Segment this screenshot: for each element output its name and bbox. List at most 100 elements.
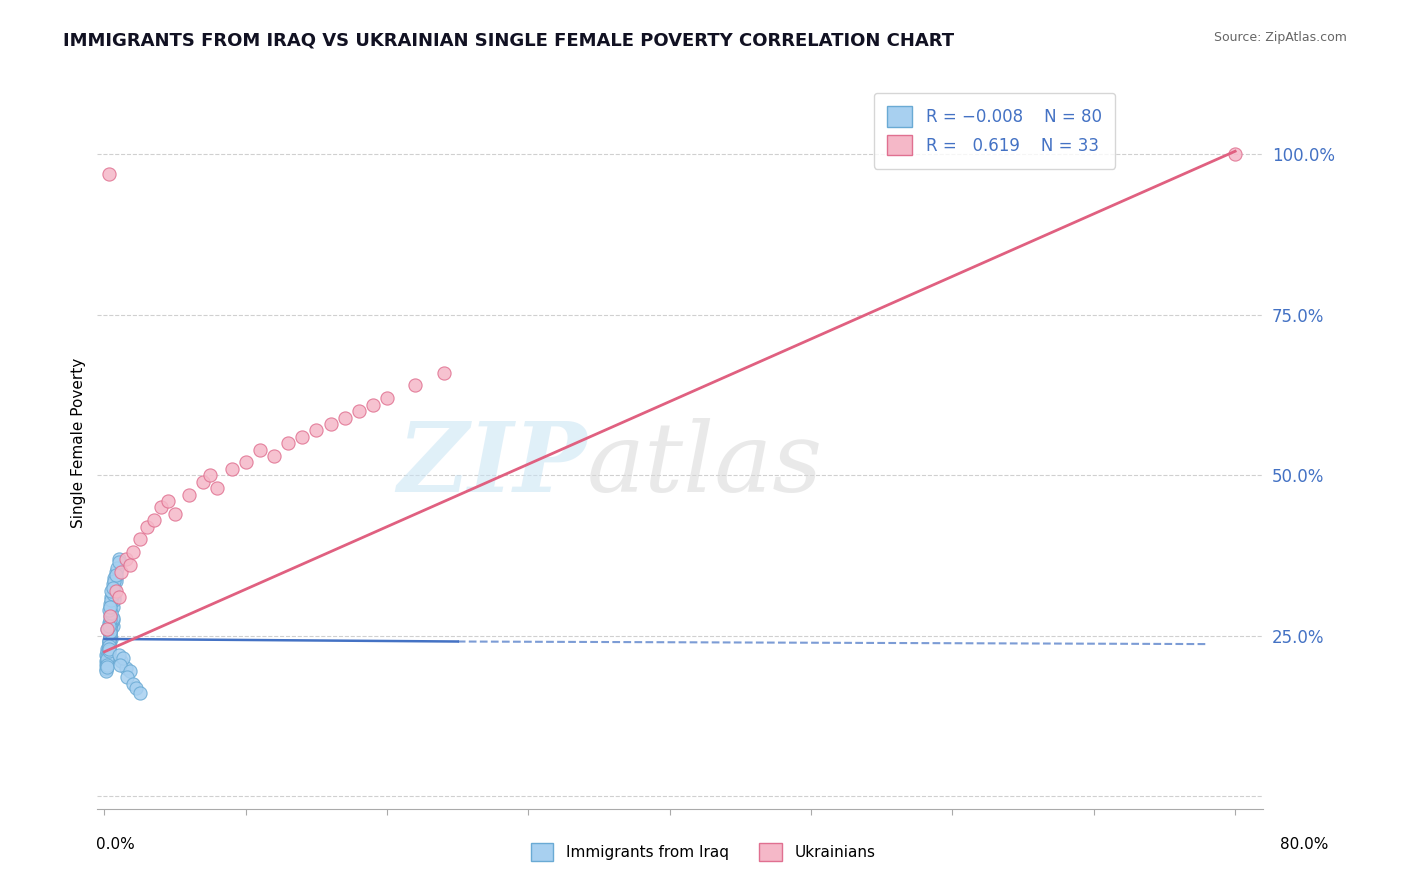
Point <box>108 657 131 672</box>
Point <box>319 417 342 431</box>
Point <box>277 436 299 450</box>
Point <box>433 366 456 380</box>
Point <box>249 442 271 457</box>
Point <box>305 423 328 437</box>
Point <box>96 623 118 637</box>
Point <box>101 581 124 595</box>
Point <box>97 639 120 653</box>
Point <box>97 633 120 648</box>
Point <box>98 609 121 624</box>
Point <box>98 621 121 635</box>
Text: ZIP: ZIP <box>398 418 588 512</box>
Point <box>94 654 117 668</box>
Point <box>104 574 127 589</box>
Point <box>114 661 136 675</box>
Point <box>94 657 117 672</box>
Point <box>142 513 165 527</box>
Point <box>98 630 121 644</box>
Point <box>97 167 120 181</box>
Point <box>101 587 124 601</box>
Point <box>104 567 127 582</box>
Point <box>149 500 172 515</box>
Point <box>110 654 132 668</box>
Point <box>100 591 122 605</box>
Point <box>404 378 426 392</box>
Point <box>100 632 122 646</box>
Point <box>96 658 118 673</box>
Point <box>375 392 398 406</box>
Legend: Immigrants from Iraq, Ukrainians: Immigrants from Iraq, Ukrainians <box>519 830 887 873</box>
Point <box>103 581 125 595</box>
Point <box>97 632 120 647</box>
Point <box>135 519 157 533</box>
Point <box>97 639 120 653</box>
Point <box>100 615 122 630</box>
Point <box>100 583 122 598</box>
Point <box>105 561 128 575</box>
Point <box>100 615 122 629</box>
Point <box>104 583 127 598</box>
Point <box>179 487 201 501</box>
Point <box>207 481 229 495</box>
Point <box>114 551 136 566</box>
Point <box>128 533 150 547</box>
Point <box>98 609 121 624</box>
Point <box>97 636 120 650</box>
Point <box>107 591 129 605</box>
Point <box>118 558 141 573</box>
Point <box>94 648 117 662</box>
Point <box>333 410 356 425</box>
Point <box>98 627 121 641</box>
Point <box>98 624 121 639</box>
Point <box>100 593 122 607</box>
Point <box>221 462 243 476</box>
Point <box>157 494 180 508</box>
Point <box>115 670 138 684</box>
Text: 80.0%: 80.0% <box>1281 838 1329 852</box>
Point <box>103 571 125 585</box>
Text: atlas: atlas <box>588 418 824 512</box>
Point <box>263 449 285 463</box>
Point <box>97 615 120 630</box>
Point <box>235 455 257 469</box>
Point <box>103 593 125 607</box>
Point <box>98 599 121 614</box>
Point <box>97 644 120 658</box>
Point <box>101 599 124 614</box>
Point <box>98 597 121 611</box>
Point <box>1223 147 1246 161</box>
Point <box>107 551 129 566</box>
Point <box>101 583 124 598</box>
Point <box>97 643 120 657</box>
Point <box>94 664 117 678</box>
Point <box>104 565 127 579</box>
Text: IMMIGRANTS FROM IRAQ VS UKRAINIAN SINGLE FEMALE POVERTY CORRELATION CHART: IMMIGRANTS FROM IRAQ VS UKRAINIAN SINGLE… <box>63 31 955 49</box>
Point <box>96 641 118 656</box>
Point <box>98 629 121 643</box>
Point <box>110 565 132 579</box>
Point <box>100 603 122 617</box>
Point <box>97 647 120 661</box>
Point <box>97 641 120 656</box>
Point <box>96 653 118 667</box>
Point <box>291 430 314 444</box>
Point <box>101 611 124 625</box>
Point <box>193 475 215 489</box>
Point <box>107 648 129 662</box>
Point <box>121 545 143 559</box>
Text: 0.0%: 0.0% <box>96 838 135 852</box>
Text: Source: ZipAtlas.com: Source: ZipAtlas.com <box>1213 31 1347 45</box>
Point <box>100 607 122 621</box>
Point <box>121 677 143 691</box>
Point <box>96 623 118 637</box>
Point <box>103 591 125 605</box>
Legend: R = −0.008    N = 80, R =   0.619    N = 33: R = −0.008 N = 80, R = 0.619 N = 33 <box>875 93 1115 169</box>
Point <box>347 404 370 418</box>
Point <box>200 468 222 483</box>
Point <box>101 619 124 633</box>
Point <box>100 623 122 637</box>
Point <box>104 571 127 585</box>
Point <box>97 619 120 633</box>
Point <box>101 613 124 627</box>
Point <box>94 662 117 676</box>
